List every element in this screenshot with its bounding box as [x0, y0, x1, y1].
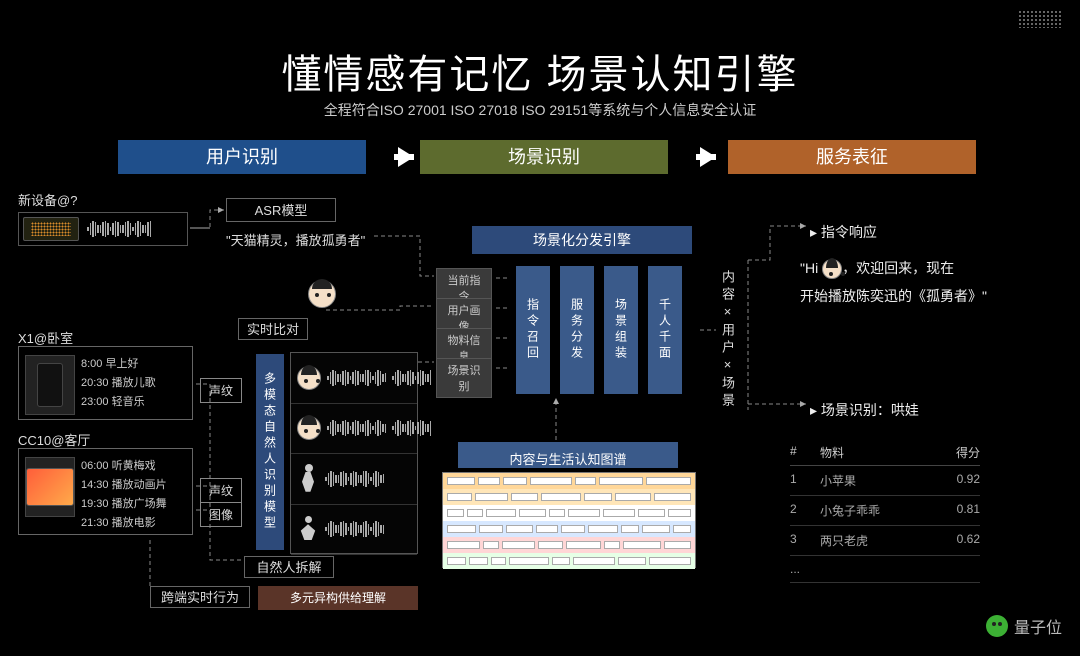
- device-schedule-line: 21:30 播放电影: [81, 514, 167, 530]
- corner-decoration: [1018, 10, 1062, 28]
- realtime-compare-box: 实时比对: [238, 318, 308, 340]
- engine-pillar: 指令召回: [516, 266, 550, 394]
- subtitle: 全程符合ISO 27001 ISO 27018 ISO 29151等系统与个人信…: [0, 100, 1080, 120]
- score-table: #物料得分 1小苹果0.922小兔子乖乖0.813两只老虎0.62...: [790, 440, 980, 583]
- side-tag: 声纹: [200, 478, 242, 503]
- waveform-icon: [325, 470, 384, 488]
- recognition-panel: [290, 352, 418, 554]
- model-vertical-label: 多模态自然人识别模型: [256, 354, 284, 550]
- arrow-icon: [398, 147, 414, 167]
- engine-pillars: 指令召回服务分发场景组装千人千面: [516, 266, 682, 394]
- engine-pillar: 千人千面: [648, 266, 682, 394]
- person-walk-icon: [297, 464, 319, 494]
- scene-engine-bar: 场景化分发引擎: [472, 226, 692, 254]
- asr-quote: "天猫精灵，播放孤勇者": [226, 230, 365, 249]
- device-box: 8:00 早上好 20:30 播放儿歌 23:00 轻音乐: [18, 346, 193, 420]
- header-pill: 用户识别: [118, 140, 366, 174]
- knowledge-graph-body: [442, 472, 696, 568]
- device-image: [25, 457, 75, 517]
- waveform-icon: [327, 369, 386, 387]
- waveform-icon: [392, 369, 431, 387]
- device-schedule-line: 8:00 早上好: [81, 355, 156, 371]
- scene-recognition-label: ▸ 场景识别：哄娃: [810, 400, 919, 420]
- content-user-scene-label: 内容×用户×场景: [718, 270, 737, 410]
- device-box: 06:00 听黄梅戏 14:30 播放动画片 19:30 播放广场舞 21:30 播放…: [18, 448, 193, 535]
- table-row: 2小兔子乖乖0.81: [790, 496, 980, 526]
- table-header: 得分: [920, 444, 980, 461]
- device-image: [25, 355, 75, 415]
- new-device-box: [18, 212, 188, 246]
- arrow-icon: [700, 147, 716, 167]
- knowledge-graph-bar: 内容与生活认知图谱: [458, 442, 678, 468]
- main-title: 懂情感有记忆 场景认知引擎: [0, 42, 1080, 100]
- response-line2: 开始播放陈奕迅的《孤勇者》": [800, 286, 987, 306]
- waveform-icon: [325, 520, 384, 538]
- device-label: X1@卧室: [18, 328, 73, 347]
- self-decompose-box: 自然人拆解: [244, 556, 334, 578]
- waveform-icon: [327, 419, 386, 437]
- engine-pillar: 场景组装: [604, 266, 638, 394]
- table-header: 物料: [820, 444, 920, 461]
- side-tag: 声纹: [200, 378, 242, 403]
- table-row: 3两只老虎0.62: [790, 526, 980, 556]
- table-row: 1小苹果0.92: [790, 466, 980, 496]
- bottom-supply-bar: 多元异构供给理解: [258, 586, 418, 610]
- face-icon: [297, 416, 321, 440]
- face-avatar: [308, 280, 336, 308]
- header-pill: 服务表征: [728, 140, 976, 174]
- device-label: CC10@客厅: [18, 430, 90, 449]
- side-tag: 图像: [200, 502, 242, 527]
- face-icon: [297, 366, 321, 390]
- wechat-icon: [986, 615, 1008, 637]
- header-pill: 场景识别: [420, 140, 668, 174]
- waveform-icon: [392, 419, 431, 437]
- device-schedule-line: 20:30 播放儿歌: [81, 374, 156, 390]
- new-device-label: 新设备@?: [18, 190, 77, 209]
- table-header: #: [790, 444, 820, 461]
- table-row: ...: [790, 556, 980, 583]
- new-device-icon: [23, 217, 79, 241]
- cross-device-behavior-box: 跨端实时行为: [150, 586, 250, 608]
- engine-pillar: 服务分发: [560, 266, 594, 394]
- person-jump-icon: [297, 516, 319, 542]
- asr-model-box: ASR模型: [226, 198, 336, 222]
- waveform-icon: [87, 220, 151, 238]
- engine-input-tag: 场景识别: [436, 358, 492, 398]
- watermark: 量子位: [986, 614, 1062, 638]
- response-heading: ▸ 指令响应: [810, 222, 877, 242]
- device-schedule-line: 14:30 播放动画片: [81, 476, 167, 492]
- response-line: "Hi ，欢迎回来，现在: [800, 258, 954, 279]
- device-schedule-line: 23:00 轻音乐: [81, 393, 156, 409]
- device-schedule-line: 19:30 播放广场舞: [81, 495, 167, 511]
- device-schedule-line: 06:00 听黄梅戏: [81, 457, 167, 473]
